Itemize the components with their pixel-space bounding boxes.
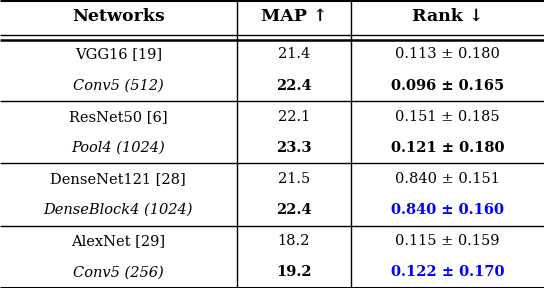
Text: VGG16 [19]: VGG16 [19] bbox=[75, 48, 162, 61]
Text: 21.4: 21.4 bbox=[277, 48, 310, 61]
Text: 19.2: 19.2 bbox=[276, 266, 312, 279]
Text: Networks: Networks bbox=[72, 8, 165, 25]
Text: 21.5: 21.5 bbox=[277, 172, 310, 186]
Text: 22.4: 22.4 bbox=[276, 79, 312, 92]
Text: DenseBlock4 (1024): DenseBlock4 (1024) bbox=[44, 203, 193, 217]
Text: MAP ↑: MAP ↑ bbox=[261, 8, 327, 25]
Text: 0.096 ± 0.165: 0.096 ± 0.165 bbox=[391, 79, 504, 92]
Text: 0.151 ± 0.185: 0.151 ± 0.185 bbox=[395, 110, 500, 124]
Text: 0.840 ± 0.160: 0.840 ± 0.160 bbox=[391, 203, 504, 217]
Text: Conv5 (512): Conv5 (512) bbox=[73, 79, 164, 92]
Text: 0.113 ± 0.180: 0.113 ± 0.180 bbox=[395, 48, 500, 61]
Text: 0.122 ± 0.170: 0.122 ± 0.170 bbox=[391, 266, 504, 279]
Text: 18.2: 18.2 bbox=[277, 234, 310, 248]
Text: ResNet50 [6]: ResNet50 [6] bbox=[69, 110, 168, 124]
Text: 0.840 ± 0.151: 0.840 ± 0.151 bbox=[395, 172, 500, 186]
Text: 0.115 ± 0.159: 0.115 ± 0.159 bbox=[395, 234, 500, 248]
Text: 22.4: 22.4 bbox=[276, 203, 312, 217]
Text: Rank ↓: Rank ↓ bbox=[412, 8, 483, 25]
Text: DenseNet121 [28]: DenseNet121 [28] bbox=[51, 172, 186, 186]
Text: 22.1: 22.1 bbox=[277, 110, 310, 124]
Text: AlexNet [29]: AlexNet [29] bbox=[71, 234, 165, 248]
Text: Pool4 (1024): Pool4 (1024) bbox=[71, 141, 165, 155]
Text: 23.3: 23.3 bbox=[276, 141, 312, 155]
Text: Conv5 (256): Conv5 (256) bbox=[73, 266, 164, 279]
Text: 0.121 ± 0.180: 0.121 ± 0.180 bbox=[391, 141, 504, 155]
